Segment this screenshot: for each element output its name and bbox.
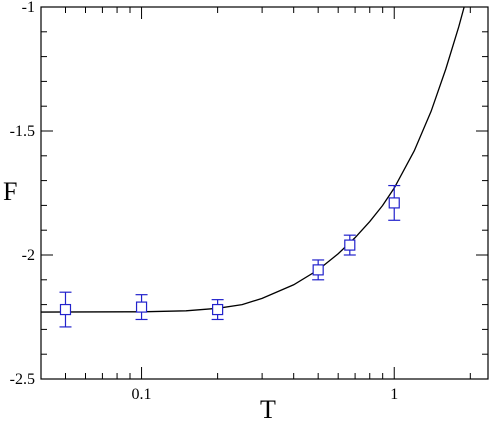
square-marker (135, 301, 148, 313)
data-point (312, 259, 325, 281)
y-axis-label: F (3, 177, 17, 206)
square-marker (212, 303, 224, 316)
data-point (388, 184, 401, 221)
data-point (343, 234, 356, 256)
fit-curve-layer (41, 7, 465, 313)
tick-labels: -2.5 -2 -1.5 -1 0.1 1 (10, 0, 399, 403)
y-tick-label: -2.5 (10, 371, 35, 388)
square-marker (344, 239, 356, 251)
square-marker (312, 264, 324, 276)
data-point (211, 299, 224, 321)
square-marker (59, 303, 72, 316)
y-tick-label: -1 (22, 0, 35, 16)
x-tick-label: 0.1 (132, 386, 152, 403)
data-point (59, 291, 72, 328)
plot-frame (40, 6, 489, 380)
axis-ticks (41, 6, 488, 380)
square-marker (388, 197, 400, 209)
data-points-layer (59, 184, 401, 328)
x-axis-label: T (260, 395, 276, 423)
fit-curve (41, 7, 465, 313)
x-tick-label: 1 (390, 386, 398, 403)
y-tick-label: -1.5 (10, 123, 35, 140)
y-tick-label: -2 (22, 247, 35, 264)
data-point (135, 294, 148, 321)
